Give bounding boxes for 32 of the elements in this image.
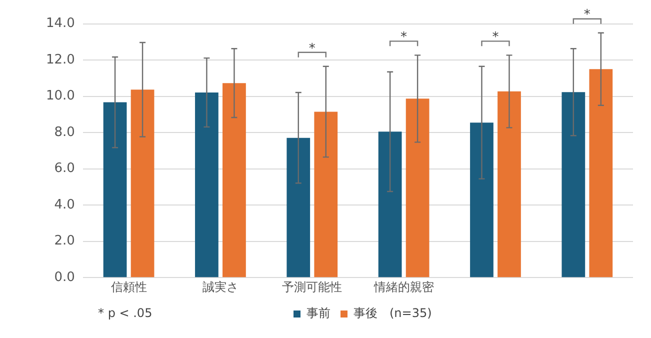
bar <box>498 91 521 278</box>
y-tick-label: 4.0 <box>54 197 75 212</box>
x-tick-label: 信頼性 <box>110 280 147 294</box>
x-tick-label: 情緒的親密 <box>372 280 434 294</box>
y-tick-label: 10.0 <box>46 88 75 104</box>
y-tick-label: 0.0 <box>54 270 75 285</box>
bar <box>378 132 402 278</box>
bar <box>286 138 310 278</box>
annotation: * <box>492 30 500 46</box>
text: (n=35) <box>390 306 432 320</box>
text: * p < .05 <box>98 306 152 320</box>
text: * <box>584 8 591 23</box>
legend-label: 事後 <box>354 306 378 320</box>
bar <box>406 98 430 278</box>
bar <box>470 122 494 278</box>
bar <box>222 83 246 278</box>
bar <box>589 69 613 278</box>
y-tick-label: 6.0 <box>54 161 75 176</box>
bar <box>130 90 154 278</box>
x-tick-label: 予測可能性 <box>282 280 342 294</box>
y-tick-label: 8.0 <box>54 124 75 140</box>
bar <box>314 112 338 278</box>
bar <box>103 102 127 278</box>
y-tick-label: 2.0 <box>54 234 75 249</box>
bar <box>195 92 218 278</box>
y-tick-label: 12.0 <box>46 52 75 68</box>
y-tick-label: 14.0 <box>46 16 75 32</box>
annotation: * <box>308 41 316 56</box>
annotation: * <box>400 30 408 46</box>
bar <box>562 92 586 278</box>
legend-label: 事前 <box>306 306 330 320</box>
x-tick-label: 誠実さ <box>202 280 238 294</box>
